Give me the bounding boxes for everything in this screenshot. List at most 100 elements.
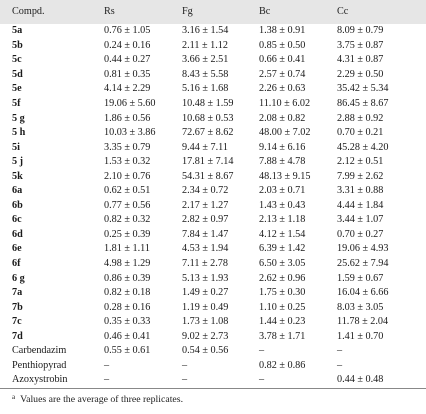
cell-fg: 72.67 ± 8.62 <box>182 127 234 139</box>
cell-cc: – <box>337 345 343 357</box>
cell-cc: 2.12 ± 0.51 <box>337 156 384 168</box>
column-header-compound: Compd. <box>12 6 45 17</box>
cell-cc: – <box>337 359 343 371</box>
cell-cc: 1.59 ± 0.67 <box>337 272 384 284</box>
cell-bc: 4.12 ± 1.54 <box>259 228 306 240</box>
cell-bc: 2.13 ± 1.18 <box>259 214 306 226</box>
results-table: Compd. Rs Fg Bc Cc 5a 0.76 ± 1.05 3.16 ± 1… <box>0 0 426 389</box>
table-row: 6f 4.98 ± 1.29 7.11 ± 2.78 6.50 ± 3.05 25.62… <box>0 257 426 272</box>
cell-fg: 0.54 ± 0.56 <box>182 345 229 357</box>
cell-rs: 2.10 ± 0.76 <box>104 170 151 182</box>
cell-cc: 45.28 ± 4.20 <box>337 141 389 153</box>
cell-fg: 2.11 ± 1.12 <box>182 39 228 51</box>
footnote-marker: a <box>12 393 16 401</box>
column-header-cc: Cc <box>337 6 349 17</box>
cell-bc: 6.39 ± 1.42 <box>259 243 306 255</box>
cell-fg: 5.16 ± 1.68 <box>182 83 229 95</box>
cell-compound: 6e <box>12 243 22 255</box>
cell-cc: 1.41 ± 0.70 <box>337 330 384 342</box>
cell-compound: 6c <box>12 214 22 226</box>
cell-fg: 2.34 ± 0.72 <box>182 185 229 197</box>
cell-rs: 0.82 ± 0.32 <box>104 214 151 226</box>
cell-rs: 0.62 ± 0.51 <box>104 185 151 197</box>
footnote-text: Values are the average of three replicat… <box>20 394 184 405</box>
cell-rs: 0.82 ± 0.18 <box>104 287 151 299</box>
table-row: 7b 0.28 ± 0.16 1.19 ± 0.49 1.10 ± 0.25 8.03 … <box>0 300 426 315</box>
table-row: 5d 0.81 ± 0.35 8.43 ± 5.58 2.57 ± 0.74 2.29 … <box>0 68 426 83</box>
cell-cc: 19.06 ± 4.93 <box>337 243 389 255</box>
cell-compound: 5 j <box>12 156 24 168</box>
cell-rs: 0.28 ± 0.16 <box>104 301 151 313</box>
cell-rs: – <box>104 359 110 371</box>
cell-fg: 3.66 ± 2.51 <box>182 54 229 66</box>
cell-compound: 6 g <box>12 272 25 284</box>
cell-fg: 1.19 ± 0.49 <box>182 301 229 313</box>
cell-compound: 7c <box>12 316 22 328</box>
table-row: 6e 1.81 ± 1.11 4.53 ± 1.94 6.39 ± 1.42 19.06… <box>0 242 426 257</box>
table-row: 5i 3.35 ± 0.79 9.44 ± 7.11 9.14 ± 6.16 45.28… <box>0 140 426 155</box>
cell-fg: 7.11 ± 2.78 <box>182 258 228 270</box>
table-row: Carbendazim 0.55 ± 0.61 0.54 ± 0.56 – – <box>0 344 426 359</box>
cell-bc: 7.88 ± 4.78 <box>259 156 306 168</box>
cell-fg: – <box>182 359 188 371</box>
table-row: 7a 0.82 ± 0.18 1.49 ± 0.27 1.75 ± 0.30 16.04… <box>0 286 426 301</box>
cell-fg: 9.02 ± 2.73 <box>182 330 229 342</box>
table-row: Penthiopyrad – – 0.82 ± 0.86 – <box>0 359 426 374</box>
cell-cc: 4.31 ± 0.87 <box>337 54 384 66</box>
cell-compound: Azoxystrobin <box>0 373 104 389</box>
cell-cc: 0.70 ± 0.21 <box>337 127 384 139</box>
table-row: 7c 0.35 ± 0.33 1.73 ± 1.08 1.44 ± 0.23 11.78… <box>0 315 426 330</box>
table-header: Compd. Rs Fg Bc Cc <box>0 0 426 24</box>
cell-compound: Carbendazim <box>12 345 67 357</box>
cell-rs: 0.24 ± 0.16 <box>104 39 151 51</box>
cell-rs: 0.55 ± 0.61 <box>104 345 151 357</box>
cell-fg: 17.81 ± 7.14 <box>182 156 234 168</box>
cell-rs: 0.77 ± 0.56 <box>104 199 151 211</box>
cell-compound: 6b <box>12 199 23 211</box>
cell-compound: 5b <box>12 39 23 51</box>
cell-rs: 0.81 ± 0.35 <box>104 68 151 80</box>
cell-bc: 1.43 ± 0.43 <box>259 199 306 211</box>
table-row: 5 j 1.53 ± 0.32 17.81 ± 7.14 7.88 ± 4.78 2.1… <box>0 155 426 170</box>
cell-cc: 2.88 ± 0.92 <box>337 112 384 124</box>
table-row: 5 h 10.03 ± 3.86 72.67 ± 8.62 48.00 ± 7.02 0… <box>0 126 426 141</box>
cell-bc: 2.62 ± 0.96 <box>259 272 306 284</box>
table-row: 6d 0.25 ± 0.39 7.84 ± 1.47 4.12 ± 1.54 0.70 … <box>0 228 426 243</box>
cell-fg: 3.16 ± 1.54 <box>182 25 229 37</box>
table-row: 5k 2.10 ± 0.76 54.31 ± 8.67 48.13 ± 9.15 7.9… <box>0 169 426 184</box>
cell-bc: 2.57 ± 0.74 <box>259 68 306 80</box>
table-row: 5e 4.14 ± 2.29 5.16 ± 1.68 2.26 ± 0.63 35.42… <box>0 82 426 97</box>
table-row: 6b 0.77 ± 0.56 2.17 ± 1.27 1.43 ± 0.43 4.44 … <box>0 199 426 214</box>
table-row: 5b 0.24 ± 0.16 2.11 ± 1.12 0.85 ± 0.50 3.75 … <box>0 39 426 54</box>
header-row: Compd. Rs Fg Bc Cc <box>0 0 426 24</box>
cell-rs: 3.35 ± 0.79 <box>104 141 151 153</box>
column-header-bc: Bc <box>259 6 271 17</box>
cell-compound: 5 g <box>12 112 25 124</box>
cell-cc: 0.70 ± 0.27 <box>337 228 384 240</box>
cell-cc: 4.44 ± 1.84 <box>337 199 384 211</box>
cell-rs: 1.53 ± 0.32 <box>104 156 151 168</box>
table-row: 7d 0.46 ± 0.41 9.02 ± 2.73 3.78 ± 1.71 1.41 … <box>0 329 426 344</box>
cell-rs: – <box>104 373 182 389</box>
cell-compound: 6a <box>12 185 23 197</box>
cell-fg: 8.43 ± 5.58 <box>182 68 229 80</box>
cell-bc: 6.50 ± 3.05 <box>259 258 306 270</box>
cell-fg: 2.17 ± 1.27 <box>182 199 229 211</box>
cell-compound: 7d <box>12 330 23 342</box>
cell-fg: 1.73 ± 1.08 <box>182 316 229 328</box>
cell-fg: 54.31 ± 8.67 <box>182 170 234 182</box>
cell-compound: 5e <box>12 83 22 95</box>
cell-compound: 6f <box>12 258 21 270</box>
cell-bc: 11.10 ± 6.02 <box>259 98 311 109</box>
cell-bc: 1.38 ± 0.91 <box>259 25 306 37</box>
cell-bc: 1.75 ± 0.30 <box>259 287 306 299</box>
cell-bc: 0.66 ± 0.41 <box>259 54 306 66</box>
cell-compound: 5i <box>12 141 20 153</box>
cell-cc: 25.62 ± 7.94 <box>337 258 389 270</box>
cell-rs: 0.46 ± 0.41 <box>104 330 151 342</box>
table-row: Azoxystrobin – – –0.44 ± 0.48 <box>0 373 426 389</box>
cell-compound: 5a <box>12 25 23 37</box>
table-body: 5a 0.76 ± 1.05 3.16 ± 1.54 1.38 ± 0.91 8.09 … <box>0 24 426 389</box>
cell-cc: 16.04 ± 6.66 <box>337 287 389 299</box>
cell-compound: 5c <box>12 54 22 66</box>
